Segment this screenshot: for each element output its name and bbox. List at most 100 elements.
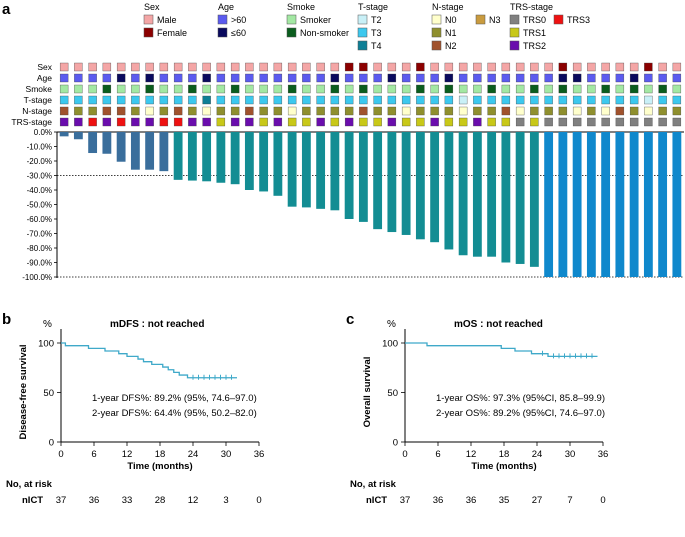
heatmap-cell xyxy=(202,84,211,94)
heatmap-cell xyxy=(373,117,382,127)
legend-item-label: N3 xyxy=(489,15,501,25)
y-unit-label: % xyxy=(43,319,52,330)
heatmap-cell xyxy=(487,106,496,116)
y-tick-label: 50 xyxy=(43,388,54,399)
risk-count: 3 xyxy=(223,495,228,506)
heatmap-row-label: Smoke xyxy=(26,84,53,94)
risk-table-header: No, at risk xyxy=(350,479,397,490)
heatmap-cell xyxy=(259,84,268,94)
waterfall-bar xyxy=(230,132,240,185)
waterfall-bar xyxy=(216,132,226,183)
heatmap-cell xyxy=(159,62,169,72)
heatmap-cell xyxy=(572,84,582,94)
heatmap-cell xyxy=(558,84,568,94)
waterfall-bar xyxy=(615,132,625,277)
legend-item-label: TRS0 xyxy=(523,15,546,25)
legend-swatch xyxy=(217,14,228,25)
legend: Sex Male Female Age >60 ≤60 Smoke Smoker Non-smo… xyxy=(143,2,590,51)
heatmap-cell xyxy=(74,117,83,127)
waterfall-bar xyxy=(401,132,411,235)
heatmap-cell xyxy=(473,84,482,94)
y-tick-label: -100.0% xyxy=(22,273,52,282)
heatmap-cell xyxy=(173,73,183,83)
heatmap-cell xyxy=(131,95,140,105)
heatmap-cell xyxy=(515,95,525,105)
heatmap-cell xyxy=(501,117,511,127)
heatmap-cell xyxy=(387,117,397,127)
heatmap-cell xyxy=(644,95,653,105)
legend-item-label: Female xyxy=(157,28,187,38)
heatmap-cell xyxy=(458,84,468,94)
waterfall-bar xyxy=(202,132,212,182)
legend-swatch xyxy=(509,27,520,38)
y-unit-label: % xyxy=(387,319,396,330)
heatmap-cell xyxy=(558,95,568,105)
legend-swatch xyxy=(357,40,368,51)
waterfall-bar xyxy=(529,132,539,267)
waterfall-bar xyxy=(572,132,582,277)
heatmap-cell xyxy=(216,84,226,94)
heatmap-cell xyxy=(330,106,340,116)
heatmap-cell xyxy=(458,95,468,105)
legend-swatch xyxy=(143,27,154,38)
heatmap-cell xyxy=(373,73,382,83)
x-tick-label: 24 xyxy=(532,449,543,460)
heatmap-cell xyxy=(601,106,610,116)
heatmap-row-label: TRS-stage xyxy=(11,117,52,127)
waterfall-bar xyxy=(316,132,326,209)
heatmap-cell xyxy=(658,73,667,83)
heatmap-cell xyxy=(302,117,311,127)
heatmap-cell xyxy=(330,73,340,83)
heatmap-cell xyxy=(344,117,354,127)
dfs-km-panel: mDFS : not reached% Disease-free survival… xyxy=(6,319,264,506)
heatmap-cell xyxy=(387,84,397,94)
waterfall-bar xyxy=(544,132,554,277)
heatmap-cell xyxy=(373,95,382,105)
risk-count: 12 xyxy=(188,495,199,506)
x-tick-label: 18 xyxy=(499,449,510,460)
heatmap-cell xyxy=(672,95,682,105)
heatmap-cell xyxy=(59,117,69,127)
heatmap-cell xyxy=(501,62,511,72)
heatmap-cell xyxy=(530,106,539,116)
heatmap-cell xyxy=(188,84,197,94)
heatmap-cell xyxy=(658,95,667,105)
heatmap-cell xyxy=(302,62,311,72)
waterfall-bar xyxy=(601,132,611,277)
x-tick-label: 36 xyxy=(598,449,609,460)
legend-title: TRS-stage xyxy=(510,2,553,12)
waterfall-bar xyxy=(73,132,83,140)
x-tick-label: 36 xyxy=(254,449,265,460)
heatmap-cell xyxy=(387,106,397,116)
heatmap-cell xyxy=(587,95,596,105)
heatmap-cell xyxy=(202,73,211,83)
y-tick-label: -20.0% xyxy=(27,157,52,166)
heatmap-cell xyxy=(330,95,340,105)
heatmap-cell xyxy=(230,84,240,94)
risk-count: 35 xyxy=(499,495,510,506)
legend-title: Age xyxy=(218,2,234,12)
heatmap-cell xyxy=(430,62,439,72)
heatmap-cell xyxy=(216,73,226,83)
risk-table-group: nICT xyxy=(22,495,43,506)
waterfall-bar xyxy=(430,132,440,243)
heatmap-cell xyxy=(558,106,568,116)
heatmap-cell xyxy=(487,62,496,72)
heatmap-cell xyxy=(159,106,169,116)
risk-count: 27 xyxy=(532,495,543,506)
heatmap-cell xyxy=(544,95,553,105)
y-axis-label: Disease-free survival xyxy=(18,344,29,439)
heatmap-cell xyxy=(430,95,439,105)
waterfall-bar xyxy=(244,132,254,190)
heatmap-cell xyxy=(59,73,69,83)
heatmap-cell xyxy=(88,84,97,94)
heatmap-cell xyxy=(145,84,154,94)
risk-count: 36 xyxy=(89,495,100,506)
heatmap-cell xyxy=(245,73,254,83)
risk-table-group: nICT xyxy=(366,495,387,506)
y-tick-label: 0.0% xyxy=(34,128,52,137)
heatmap-cell xyxy=(344,84,354,94)
heatmap-cell xyxy=(273,106,283,116)
heatmap-cell xyxy=(188,106,197,116)
